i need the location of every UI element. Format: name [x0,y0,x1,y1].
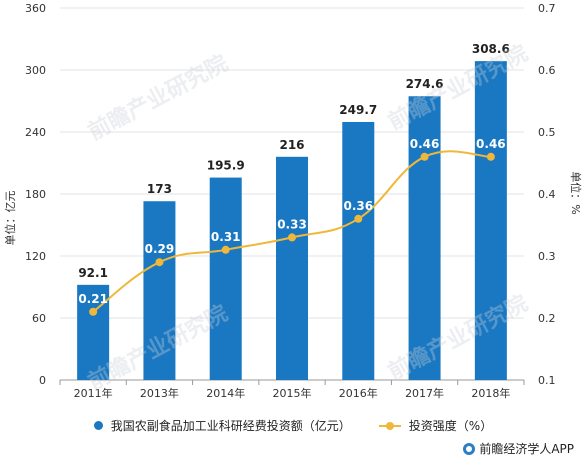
legend-item-bar: 我国农副食品加工业科研经费投资额（亿元） [93,417,351,434]
bar [209,177,242,380]
bar-value-label: 195.9 [207,159,245,173]
y-axis-right: 0.1 0.2 0.3 0.4 0.5 0.6 0.7 [538,2,556,387]
legend-bar-marker [93,421,103,430]
line-value-label: 0.31 [211,230,241,244]
x-tick-label: 2015年 [273,386,312,400]
bar [474,61,507,380]
x-axis: 2011年 2013年 2014年 2015年 2016年 2017年 2018年 [59,380,525,400]
y-tick-label-right: 0.6 [538,64,556,77]
bar-value-label: 92.1 [78,266,108,280]
bar [408,96,441,380]
line-value-label: 0.46 [410,137,440,151]
line-point [221,245,230,254]
legend-line-label: 投资强度（%） [408,419,493,433]
legend-line-marker [378,421,401,430]
y-tick-label-right: 0.3 [538,250,556,263]
y-tick-label-left: 60 [32,312,46,325]
line-value-label: 0.33 [277,217,307,231]
line-point [420,152,429,161]
line-value-label: 0.36 [343,199,373,213]
x-tick-label: 2011年 [74,386,113,400]
y-tick-label-right: 0.7 [538,2,556,15]
combo-chart: 0 60 120 180 240 300 360 0.1 0.2 0.3 0.4 0.5 0.6 0.7… [3,2,583,400]
bar [342,121,375,380]
y-tick-label-right: 0.1 [538,374,556,387]
y-tick-label-left: 300 [25,64,46,77]
line-value-label: 0.46 [476,137,506,151]
legend-bar-label: 我国农副食品加工业科研经费投资额（亿元） [110,419,351,433]
line-point [155,258,164,267]
y-axis-left-label: 单位：亿元 [3,191,17,246]
y-tick-label-left: 180 [25,188,46,201]
source-credit: 前瞻经济学人APP [463,440,574,457]
y-axis-left: 0 60 120 180 240 300 360 [25,2,46,387]
y-tick-label-left: 0 [39,374,46,387]
bar-value-label: 173 [147,182,172,196]
bar-value-label: 308.6 [472,42,510,56]
bar-value-label: 249.7 [339,103,377,117]
line-point [354,214,363,223]
line-value-label: 0.21 [78,292,108,306]
y-tick-label-right: 0.5 [538,126,556,139]
y-axis-right-label: 单位：% [569,171,583,214]
x-tick-label: 2014年 [206,386,245,400]
line-series: 0.21 0.29 0.31 0.33 0.36 0.46 0.46 [78,137,506,316]
brand-logo-icon [463,442,476,455]
x-tick-label: 2016年 [339,386,378,400]
line-value-label: 0.29 [145,242,175,256]
bar [143,201,176,380]
line-point [486,152,495,161]
line-point [288,233,296,242]
y-tick-label-right: 0.4 [538,188,556,201]
bar-value-label: 216 [279,138,304,152]
y-tick-label-left: 360 [25,2,46,15]
bar [77,284,110,380]
x-tick-label: 2018年 [471,386,510,400]
y-tick-label-right: 0.2 [538,312,556,325]
bar-value-label: 274.6 [406,77,444,91]
x-tick-label: 2017年 [405,386,444,400]
y-tick-label-left: 240 [25,126,46,139]
line-point [89,307,98,316]
source-text: 前瞻经济学人APP [479,442,574,456]
bar-series: 92.1 173 195.9 216 249.7 274.6 308.6 [77,42,510,380]
bar [276,156,308,380]
x-tick-label: 2013年 [140,386,179,400]
legend-item-line: 投资强度（%） [378,417,493,434]
legend: 我国农副食品加工业科研经费投资额（亿元） 投资强度（%） [0,417,586,434]
y-tick-label-left: 120 [25,250,46,263]
